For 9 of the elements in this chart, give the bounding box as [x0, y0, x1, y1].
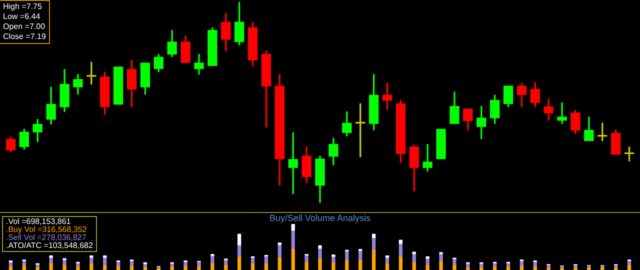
annotation: .Buy Vol =316,568,352	[6, 225, 88, 234]
annotation: Close =7.19	[3, 32, 46, 42]
annotation: High =7.75	[3, 2, 43, 12]
annotation: Open =7.00	[3, 22, 46, 32]
annotation: .Vol =698,153,861	[6, 217, 72, 226]
annotation: Low =6.44	[3, 12, 42, 22]
annotation: .ATO/ATC =103,548,682	[6, 241, 93, 250]
chart-title: Buy/Sell Volume Analysis	[269, 213, 371, 223]
annotation: .Sell Vol =278,036,827	[6, 233, 88, 242]
